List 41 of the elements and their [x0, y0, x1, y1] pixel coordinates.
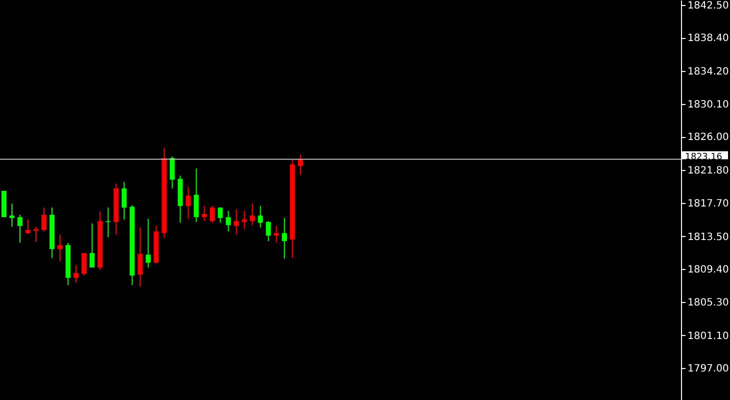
- candlestick: [18, 214, 23, 244]
- y-tick-label: 1797.00: [688, 364, 729, 375]
- candlestick: [218, 207, 223, 224]
- candlestick: [42, 207, 47, 232]
- y-tick-label: 1842.50: [688, 0, 729, 12]
- candlestick: [106, 207, 111, 238]
- candlestick: [282, 217, 287, 260]
- candlestick: [82, 252, 87, 276]
- candlestick: [186, 186, 191, 220]
- candlestick: [194, 168, 199, 222]
- candlestick: [298, 154, 303, 176]
- y-tick-label: 1809.40: [688, 264, 729, 276]
- candlestick: [266, 220, 271, 242]
- y-tick-label: 1834.20: [688, 66, 729, 78]
- candlestick: [10, 203, 15, 228]
- candlestick: [74, 264, 79, 284]
- candlestick: [58, 234, 63, 262]
- candlestick: [226, 210, 231, 232]
- candlestick: [146, 218, 151, 268]
- y-tick-label: 1801.10: [688, 330, 729, 342]
- y-tick-label: 1838.40: [688, 33, 729, 44]
- ref-line-label: 1823.16: [685, 152, 722, 163]
- candlestick: [242, 210, 247, 230]
- y-tick-label: 1830.10: [688, 99, 729, 110]
- candlestick: [34, 226, 39, 242]
- y-tick-label: 1821.80: [688, 166, 729, 177]
- candlestick: [122, 182, 127, 220]
- candlestick: [250, 203, 255, 226]
- y-tick-label: 1817.70: [688, 198, 729, 210]
- candlestick: [258, 205, 263, 228]
- candlestick: [274, 225, 279, 244]
- y-tick-label: 1826.00: [688, 132, 729, 144]
- y-tick-label: 1813.50: [688, 232, 729, 243]
- candlestick: [26, 219, 31, 234]
- candlestick: [170, 156, 175, 189]
- candlestick: [90, 223, 95, 268]
- y-tick-label: 1805.30: [688, 297, 729, 308]
- candlestick: [210, 205, 215, 224]
- candlestick: [138, 227, 143, 288]
- candlestick: [202, 205, 207, 222]
- candlestick: [234, 208, 239, 236]
